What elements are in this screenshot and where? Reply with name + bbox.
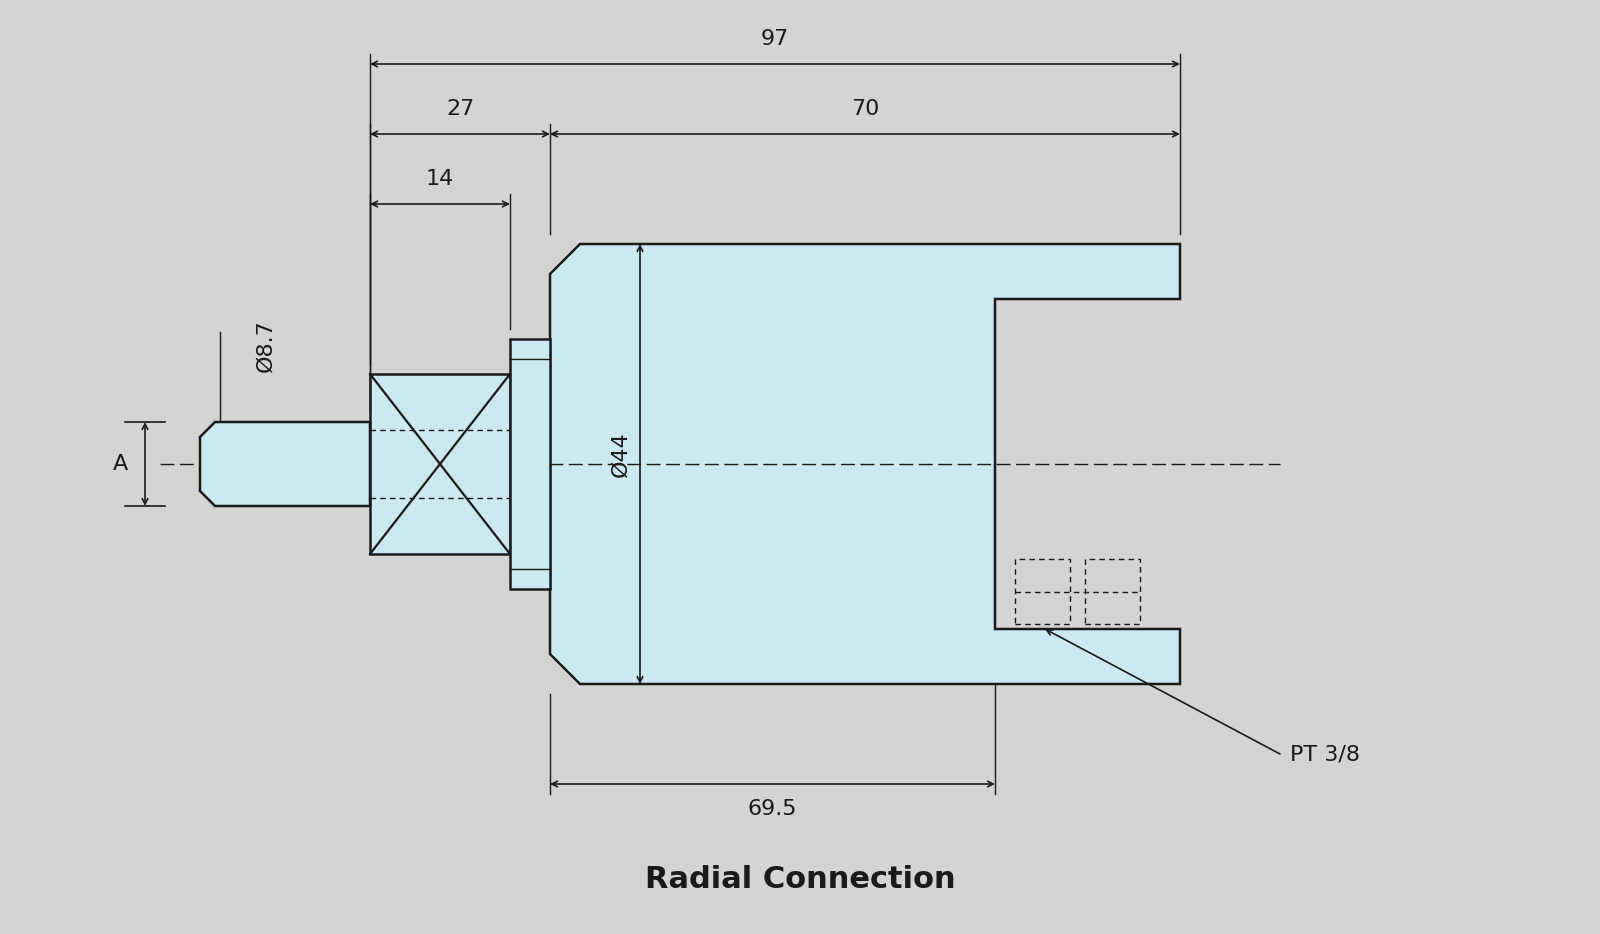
Text: 27: 27	[446, 99, 474, 119]
Text: 14: 14	[426, 169, 454, 189]
Text: Ø44: Ø44	[610, 432, 630, 477]
Text: Radial Connection: Radial Connection	[645, 865, 955, 894]
Text: Ø8.7: Ø8.7	[254, 319, 275, 372]
Polygon shape	[370, 374, 510, 554]
Polygon shape	[200, 422, 370, 506]
Text: 97: 97	[762, 29, 789, 49]
Text: A: A	[112, 454, 128, 474]
Polygon shape	[510, 339, 550, 589]
Polygon shape	[550, 244, 1181, 684]
Text: 70: 70	[851, 99, 878, 119]
Text: PT 3/8: PT 3/8	[1290, 744, 1360, 764]
Text: 69.5: 69.5	[747, 799, 797, 819]
